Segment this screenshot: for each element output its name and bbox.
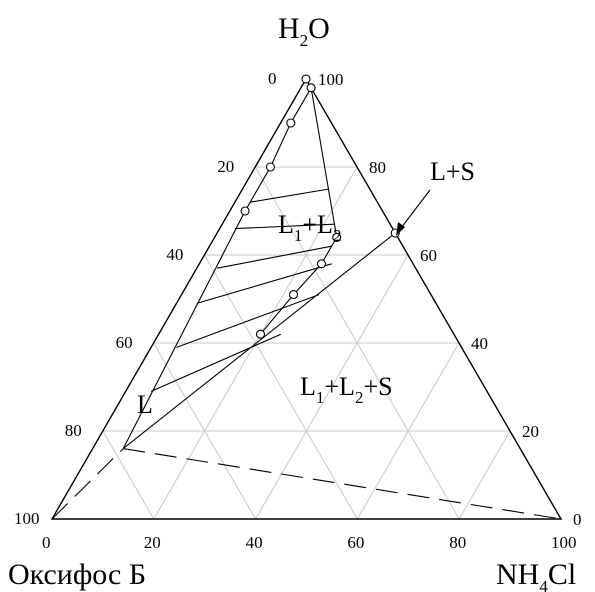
region-label-LS: L+S	[430, 157, 475, 186]
data-point-1	[306, 83, 316, 93]
grid-lines	[102, 166, 511, 520]
tick-left-0: 0	[268, 69, 277, 88]
grid-line-oksifos-60	[153, 342, 257, 520]
tie-line-0	[250, 188, 330, 203]
tick-left-80: 80	[65, 421, 82, 440]
tick-bottom-40: 40	[246, 533, 263, 552]
vertex-label-top: H2O	[278, 12, 330, 50]
tick-left-60: 60	[116, 333, 133, 352]
tick-left-100: 100	[14, 509, 40, 528]
grid-line-nh4cl-60	[356, 342, 460, 520]
triangle-outline	[50, 77, 563, 520]
data-point-8	[288, 290, 299, 300]
grid-line-nh4cl-40	[255, 254, 409, 520]
grid-line-oksifos-80	[102, 430, 155, 520]
tick-right-60: 60	[420, 246, 437, 265]
data-point-4	[240, 206, 250, 216]
tick-bottom-100: 100	[551, 533, 577, 552]
dashed-line-0	[51, 448, 124, 520]
data-point-6	[332, 232, 342, 242]
tick-right-0: 0	[573, 510, 582, 529]
tick-bottom-0: 0	[42, 533, 51, 552]
region-label-L1L2: L1+L2	[278, 210, 341, 245]
phase-boundaries	[51, 87, 562, 520]
tie-line-1	[234, 223, 335, 230]
tick-left-20: 20	[217, 157, 234, 176]
data-point-0	[301, 74, 311, 84]
tick-bottom-80: 80	[449, 533, 466, 552]
tick-right-100: 100	[318, 70, 344, 89]
binodal-left-branch	[122, 87, 312, 449]
data-point-2	[286, 118, 296, 128]
vertex-label-right: NH4Cl	[496, 558, 576, 592]
dashed-line-1	[123, 448, 562, 520]
tick-bottom-20: 20	[144, 533, 161, 552]
boundary-line-0	[122, 232, 396, 450]
tick-right-40: 40	[471, 334, 488, 353]
vertex-label-left: Оксифос Б	[8, 558, 146, 591]
tick-right-20: 20	[522, 422, 539, 441]
data-point-7	[316, 259, 327, 269]
data-point-9	[255, 329, 266, 339]
tick-left-40: 40	[166, 245, 183, 264]
tie-line-2	[217, 245, 332, 269]
tie-line-5	[150, 333, 282, 392]
tie-line-3	[196, 263, 332, 304]
tie-line-4	[176, 294, 320, 348]
region-label-L: L	[137, 390, 153, 419]
region-label-L1L2S: L1+L2+S	[300, 372, 393, 407]
triangle-edges	[50, 77, 563, 520]
ls-pointer-arrow	[396, 189, 431, 236]
data-point-3	[265, 162, 276, 172]
tick-right-80: 80	[369, 158, 386, 177]
tick-bottom-60: 60	[347, 533, 364, 552]
grid-line-nh4cl-80	[458, 430, 511, 520]
grid-line-oksifos-40	[203, 254, 358, 520]
data-points	[240, 74, 400, 339]
tick-labels: 0 0 0 20 20 20 40 40 40 60 60 60 80 80 80 100 100 100	[14, 69, 582, 552]
